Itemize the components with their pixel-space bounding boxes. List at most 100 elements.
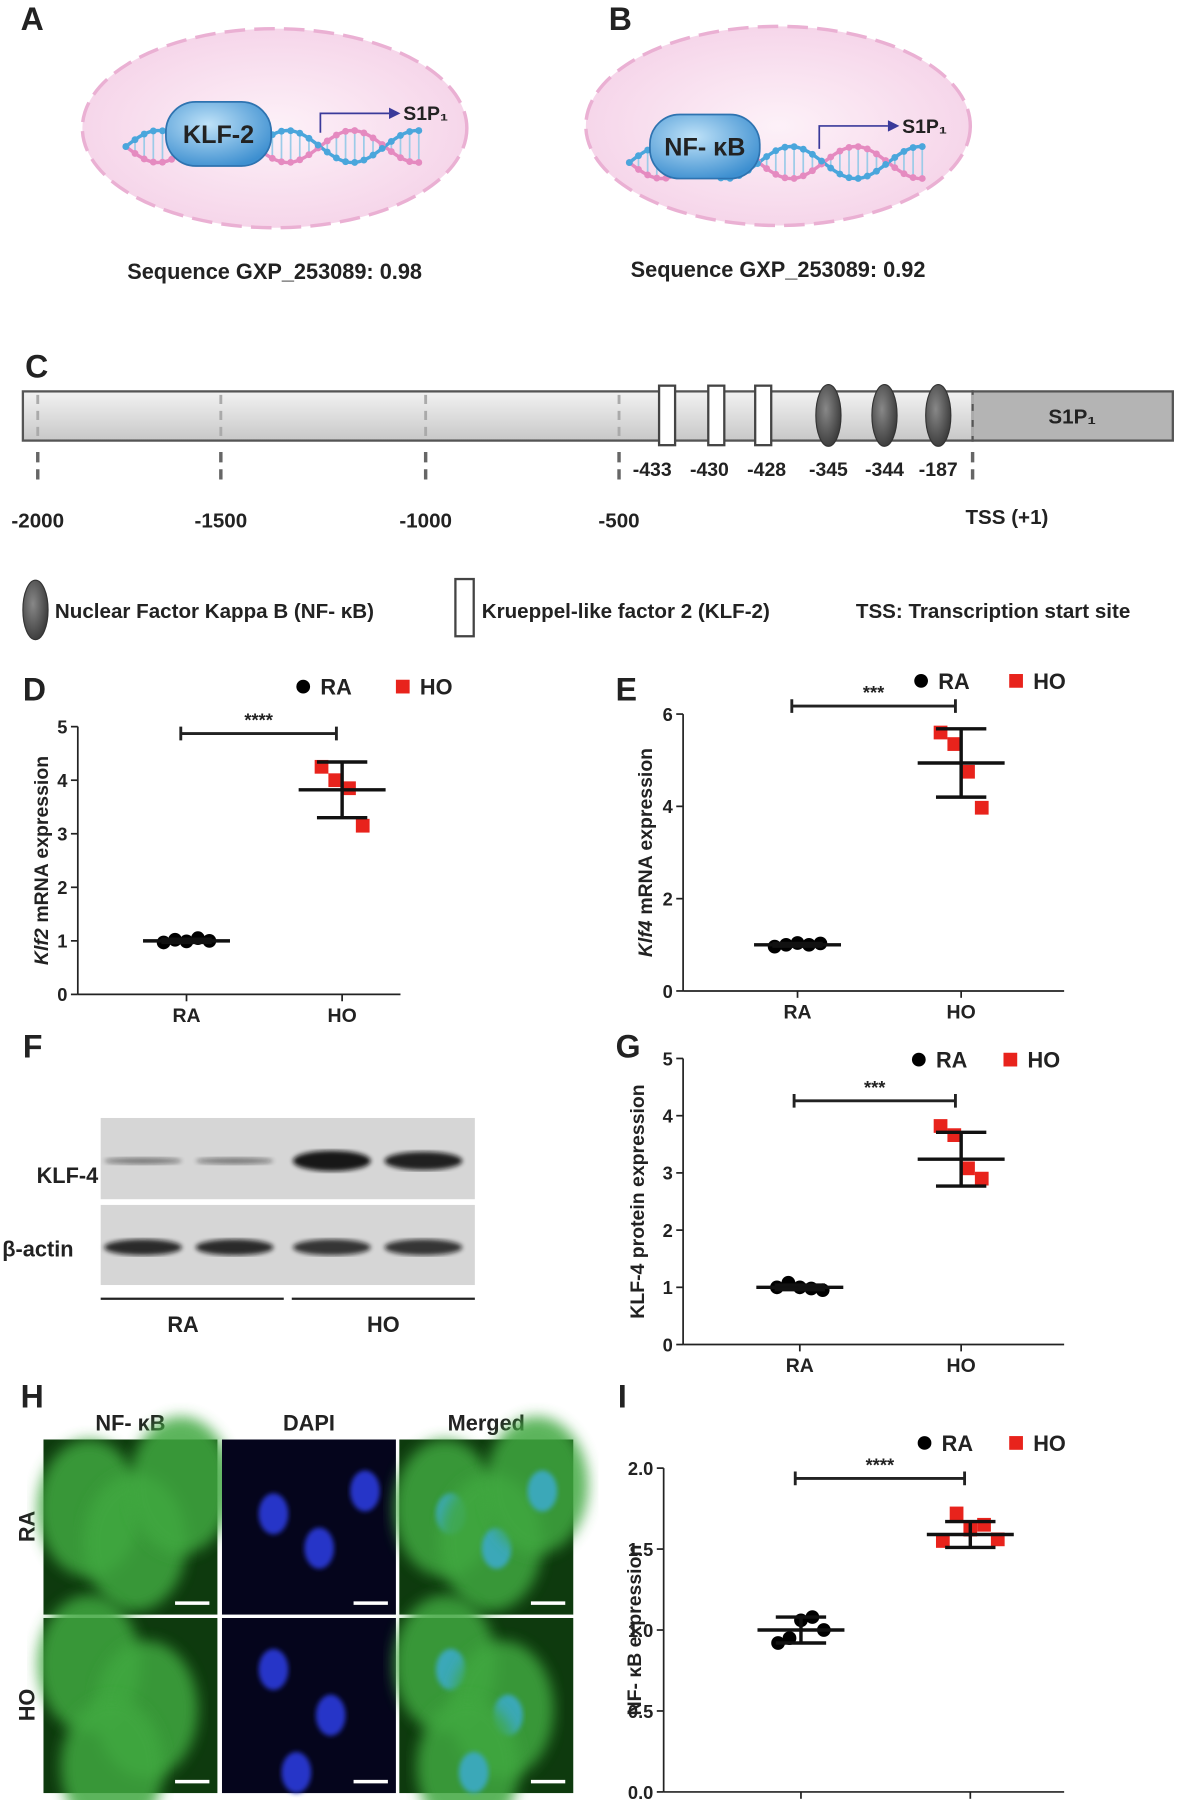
y-tick-label: 3 xyxy=(663,1163,673,1184)
base xyxy=(891,154,899,161)
y-axis-label-gene: Klf2 xyxy=(31,928,53,965)
legend-marker xyxy=(1003,1052,1018,1067)
y-axis-label-text: mRNA expression xyxy=(31,756,53,923)
base xyxy=(360,129,368,137)
base xyxy=(342,127,349,135)
legend-label: HO xyxy=(420,675,453,700)
base xyxy=(387,138,395,145)
protein-blob xyxy=(649,113,761,180)
panel-letter: C xyxy=(25,349,48,385)
micrograph xyxy=(393,1416,589,1615)
x-tick-label: HO xyxy=(947,1355,976,1377)
base xyxy=(790,174,798,182)
y-tick-label: 0 xyxy=(57,984,67,1005)
y-tick-label: 6 xyxy=(663,704,673,725)
band xyxy=(384,1239,463,1256)
band xyxy=(104,1157,182,1165)
base xyxy=(808,167,816,175)
arrow xyxy=(818,125,888,149)
scale-label: -500 xyxy=(598,510,639,533)
base xyxy=(845,143,853,151)
x-tick-label: HO xyxy=(947,1001,976,1023)
y-tick-label: 1.5 xyxy=(628,1539,653,1560)
caption: Sequence GXP_253089: 0.98 xyxy=(127,259,422,284)
klf-site xyxy=(707,384,726,447)
cytoplasm xyxy=(416,1698,520,1800)
base xyxy=(799,172,807,180)
base xyxy=(873,167,880,175)
arrow xyxy=(319,112,390,133)
nucleus xyxy=(281,1751,312,1794)
legend-text: Nuclear Factor Kappa B (NF- κB) xyxy=(55,600,374,623)
base xyxy=(900,170,908,178)
y-tick-label: 5 xyxy=(663,1048,673,1069)
significance-bar xyxy=(179,726,338,741)
legend-marker xyxy=(917,1436,932,1450)
cell xyxy=(80,26,469,230)
panel-letter: E xyxy=(616,671,637,707)
y-tick-label: 0 xyxy=(663,981,673,1002)
legend-marker xyxy=(1009,1436,1023,1450)
base xyxy=(772,147,780,155)
base xyxy=(863,172,871,180)
dna-helix xyxy=(122,127,423,166)
base xyxy=(653,174,661,182)
base xyxy=(900,147,908,155)
base xyxy=(818,157,825,165)
base xyxy=(149,158,157,166)
row-label: HO xyxy=(14,1689,39,1722)
column-label: DAPI xyxy=(283,1410,335,1435)
base xyxy=(397,131,404,139)
data-point xyxy=(947,737,962,751)
site-label: -433 xyxy=(633,459,672,481)
error-bar xyxy=(945,1519,996,1550)
nfkb-site xyxy=(815,383,842,447)
nucleus xyxy=(258,1648,289,1691)
panel-letter: H xyxy=(21,1378,44,1414)
band xyxy=(195,1157,274,1165)
nfkb-site xyxy=(871,383,898,447)
base xyxy=(168,155,176,163)
base xyxy=(287,158,295,166)
panel-letter: I xyxy=(618,1378,627,1414)
legend-marker xyxy=(911,1052,926,1067)
band xyxy=(104,1239,182,1256)
group-label: HO xyxy=(367,1312,400,1337)
legend-nfkb xyxy=(22,579,49,641)
y-tick-label: 1 xyxy=(57,931,67,952)
base xyxy=(781,143,789,151)
y-axis-label-text: KLF-4 protein expression xyxy=(627,1084,649,1318)
scale-label: -1000 xyxy=(399,510,452,533)
protein-blob xyxy=(165,101,273,167)
base xyxy=(836,147,844,155)
significance-bar xyxy=(792,1093,957,1108)
cytoplasm xyxy=(129,1416,233,1554)
base xyxy=(854,143,862,151)
base xyxy=(351,127,359,135)
base xyxy=(131,136,139,144)
nucleus xyxy=(304,1527,335,1569)
klf-site xyxy=(657,384,677,447)
base xyxy=(644,171,652,179)
base xyxy=(149,127,157,135)
base xyxy=(854,175,862,182)
klf-site xyxy=(754,384,773,447)
significance: *** xyxy=(864,1077,886,1098)
micrograph xyxy=(37,1595,218,1800)
x-tick-label: RA xyxy=(172,1005,200,1027)
nucleus xyxy=(458,1751,489,1794)
gene-label: S1P₁ xyxy=(1048,405,1095,428)
legend-marker xyxy=(395,679,410,694)
y-tick-label: 3 xyxy=(57,824,67,845)
band xyxy=(292,1150,371,1172)
base xyxy=(351,159,359,166)
gene-label: S1P₁ xyxy=(902,116,947,138)
base xyxy=(332,131,340,139)
base xyxy=(918,143,926,151)
base xyxy=(763,153,771,160)
significance: *** xyxy=(863,682,885,703)
legend-marker xyxy=(296,679,311,694)
scale-label: -2000 xyxy=(11,510,64,533)
base xyxy=(415,159,423,166)
